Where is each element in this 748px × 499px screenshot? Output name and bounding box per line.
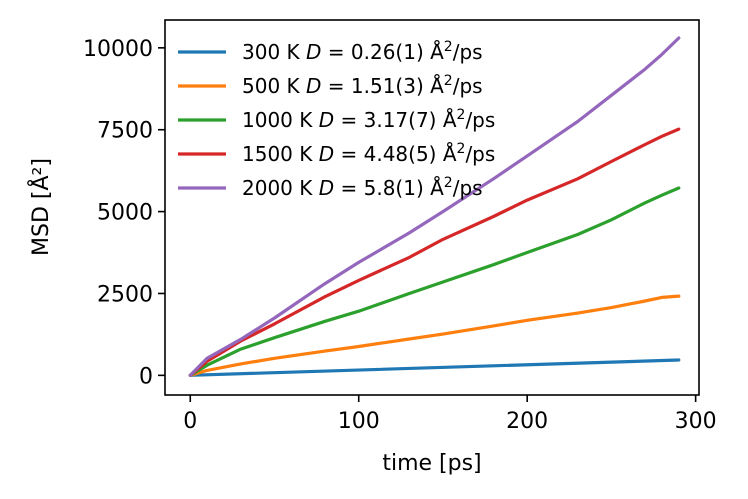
legend-entry: 300 K D = 0.26(1) Å2/ps: [242, 39, 483, 64]
legend-entry: 1500 K D = 4.48(5) Å2/ps: [242, 141, 495, 166]
y-axis-label: MSD [Å²]: [27, 158, 54, 256]
legend-entry: 2000 K D = 5.8(1) Å2/ps: [242, 175, 483, 200]
axes-frame: [164, 19, 700, 396]
x-tick-label: 0: [183, 409, 197, 434]
plot-lines: [188, 36, 681, 377]
series-line-500-k: [188, 294, 681, 377]
legend-entry: 500 K D = 1.51(3) Å2/ps: [242, 73, 483, 98]
legend: 300 K D = 0.26(1) Å2/ps 500 K D = 1.51(3)…: [178, 39, 495, 200]
series-line-1500-k: [188, 127, 681, 377]
series-line-2000-k: [188, 36, 681, 377]
y-tick-label: 5000: [97, 201, 153, 226]
axis-ticks: 0 100 200 300 0 2500 5000 7500 10000: [83, 37, 717, 434]
x-tick-label: 100: [338, 409, 380, 434]
legend-entry: 1000 K D = 3.17(7) Å2/ps: [242, 107, 495, 132]
x-tick-label: 200: [506, 409, 548, 434]
y-tick-label: 0: [139, 364, 153, 389]
x-tick-label: 300: [675, 409, 717, 434]
x-axis-label: time [ps]: [382, 451, 481, 476]
series-line-300-k: [188, 358, 681, 377]
y-tick-label: 10000: [83, 37, 153, 62]
series-line-1000-k: [188, 186, 681, 377]
y-tick-label: 2500: [97, 282, 153, 307]
y-tick-label: 7500: [97, 119, 153, 144]
